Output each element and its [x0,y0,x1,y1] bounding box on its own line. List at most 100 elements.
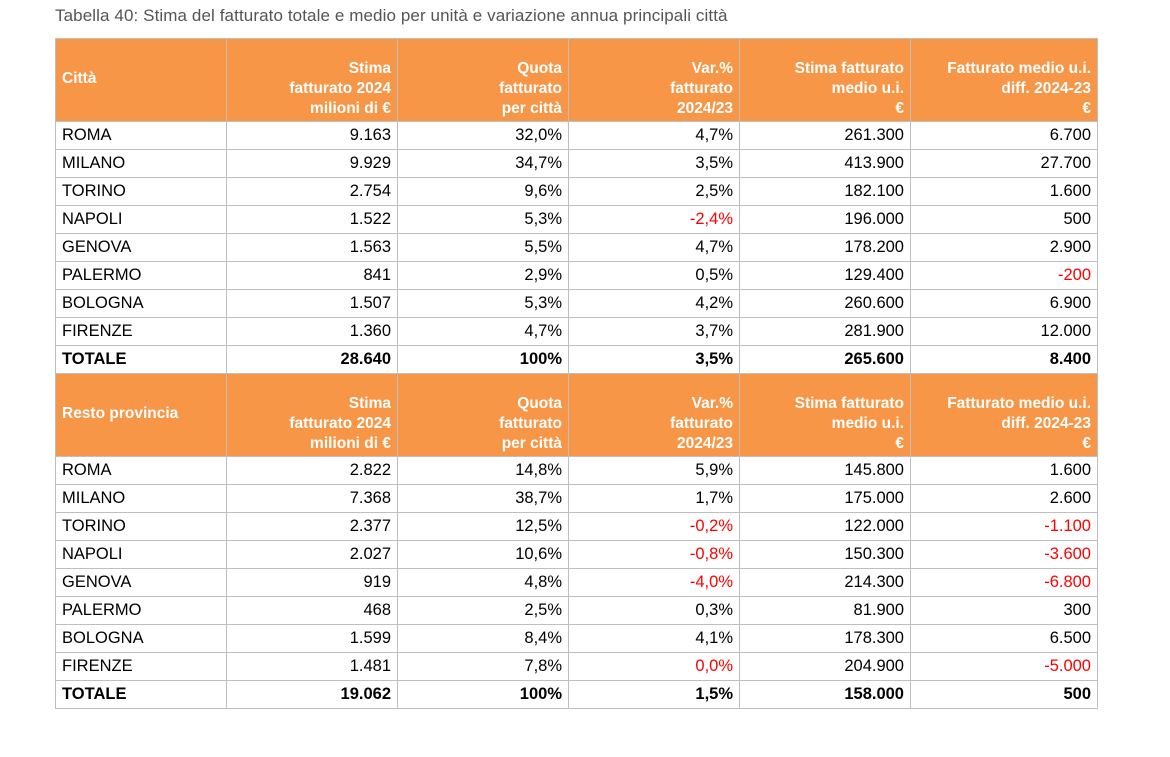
table-row: MILANO 9.929 34,7% 3,5% 413.900 27.700 [55,149,1098,178]
table-row: GENOVA 1.563 5,5% 4,7% 178.200 2.900 [55,233,1098,262]
column-header-line: fatturato 2024 [289,415,391,432]
column-header-avg-revenue-diff: Fatturato medio u.i. diff. 2024-23 € [910,38,1098,122]
table-row: TORINO 2.377 12,5% -0,2% 122.000 -1.100 [55,512,1098,541]
cell-avg-revenue-diff: 300 [910,596,1098,625]
column-header-line: fatturato [670,415,733,432]
cell-revenue-share: 12,5% [397,512,569,541]
cell-city: MILANO [55,484,227,513]
column-header-line: 2024/23 [676,435,733,452]
cell-revenue-share: 100% [397,680,569,709]
column-header-avg-revenue-diff: Fatturato medio u.i. diff. 2024-23 € [910,373,1098,457]
cell-revenue-2024: 2.027 [226,540,398,569]
cell-avg-revenue-unit: 261.300 [739,121,911,150]
cell-avg-revenue-unit: 81.900 [739,596,911,625]
cell-revenue-change: 4,7% [568,121,740,150]
column-header-line: Stima fatturato [794,395,904,412]
cell-city: NAPOLI [55,205,227,234]
cell-avg-revenue-diff: -6.800 [910,568,1098,597]
cell-avg-revenue-diff: 27.700 [910,149,1098,178]
column-header-line: Città [62,70,97,87]
cell-avg-revenue-diff: 8.400 [910,345,1098,374]
cell-avg-revenue-unit: 204.900 [739,652,911,681]
column-header-city: Città [55,38,227,122]
column-header-revenue-2024: Stima fatturato 2024 milioni di € [226,373,398,457]
table-row: BOLOGNA 1.599 8,4% 4,1% 178.300 6.500 [55,624,1098,653]
cell-avg-revenue-unit: 281.900 [739,317,911,346]
cell-revenue-2024: 2.377 [226,512,398,541]
cell-avg-revenue-unit: 214.300 [739,568,911,597]
cell-revenue-change: 4,2% [568,289,740,318]
cell-city: MILANO [55,149,227,178]
cell-city: FIRENZE [55,317,227,346]
table-row: FIRENZE 1.360 4,7% 3,7% 281.900 12.000 [55,317,1098,346]
column-header-city: Resto provincia [55,373,227,457]
column-header-line: medio u.i. [831,80,904,97]
section-header-row: Città Stima fatturato 2024 milioni di € Quot… [55,38,1098,122]
cell-revenue-share: 9,6% [397,177,569,206]
cell-avg-revenue-diff: -1.100 [910,512,1098,541]
cell-revenue-share: 14,8% [397,456,569,485]
cell-revenue-2024: 919 [226,568,398,597]
cell-revenue-share: 5,5% [397,233,569,262]
column-header-avg-revenue-unit: Stima fatturato medio u.i. € [739,38,911,122]
column-header-line: Var.% [691,395,733,412]
cell-revenue-share: 34,7% [397,149,569,178]
cell-avg-revenue-unit: 413.900 [739,149,911,178]
column-header-line: fatturato [670,80,733,97]
column-header-revenue-change: Var.% fatturato 2024/23 [568,38,740,122]
cell-avg-revenue-unit: 145.800 [739,456,911,485]
cell-avg-revenue-diff: -5.000 [910,652,1098,681]
column-header-avg-revenue-unit: Stima fatturato medio u.i. € [739,373,911,457]
cell-revenue-share: 5,3% [397,289,569,318]
cell-city: PALERMO [55,261,227,290]
total-row: TOTALE 28.640 100% 3,5% 265.600 8.400 [55,345,1098,374]
column-header-line: Quota [517,60,562,77]
cell-revenue-2024: 1.507 [226,289,398,318]
cell-revenue-2024: 841 [226,261,398,290]
table-row: TORINO 2.754 9,6% 2,5% 182.100 1.600 [55,177,1098,206]
cell-revenue-change: 1,5% [568,680,740,709]
column-header-line: Quota [517,395,562,412]
cell-revenue-share: 32,0% [397,121,569,150]
cell-avg-revenue-diff: 2.600 [910,484,1098,513]
column-header-line: fatturato [499,80,562,97]
cell-avg-revenue-unit: 260.600 [739,289,911,318]
cell-revenue-share: 5,3% [397,205,569,234]
cell-avg-revenue-diff: 6.900 [910,289,1098,318]
cell-revenue-change: 3,5% [568,149,740,178]
cell-city: NAPOLI [55,540,227,569]
table-row: PALERMO 841 2,9% 0,5% 129.400 -200 [55,261,1098,290]
cell-avg-revenue-diff: 500 [910,680,1098,709]
table-row: MILANO 7.368 38,7% 1,7% 175.000 2.600 [55,484,1098,513]
column-header-line: diff. 2024-23 [1001,415,1091,432]
cell-revenue-2024: 9.929 [226,149,398,178]
column-header-line: medio u.i. [831,415,904,432]
column-header-line: € [1082,100,1091,117]
cell-avg-revenue-unit: 122.000 [739,512,911,541]
cell-avg-revenue-unit: 178.300 [739,624,911,653]
cell-revenue-2024: 1.360 [226,317,398,346]
column-header-line: milioni di € [310,100,391,117]
cell-revenue-share: 8,4% [397,624,569,653]
revenue-table: Città Stima fatturato 2024 milioni di € Quot… [55,38,1098,709]
cell-city: ROMA [55,121,227,150]
cell-revenue-2024: 19.062 [226,680,398,709]
table-row: BOLOGNA 1.507 5,3% 4,2% 260.600 6.900 [55,289,1098,318]
cell-avg-revenue-diff: 1.600 [910,456,1098,485]
column-header-line: Stima [348,60,391,77]
column-header-line: Stima [348,395,391,412]
cell-revenue-change: 2,5% [568,177,740,206]
cell-revenue-share: 38,7% [397,484,569,513]
cell-revenue-2024: 1.563 [226,233,398,262]
column-header-line: Fatturato medio u.i. [947,60,1091,77]
column-header-line: Fatturato medio u.i. [947,395,1091,412]
cell-avg-revenue-unit: 129.400 [739,261,911,290]
cell-revenue-2024: 1.522 [226,205,398,234]
cell-avg-revenue-unit: 158.000 [739,680,911,709]
cell-avg-revenue-diff: 6.500 [910,624,1098,653]
cell-revenue-change: 0,0% [568,652,740,681]
cell-city: TOTALE [55,680,227,709]
cell-revenue-share: 2,5% [397,596,569,625]
table-row: NAPOLI 1.522 5,3% -2,4% 196.000 500 [55,205,1098,234]
cell-avg-revenue-diff: 500 [910,205,1098,234]
